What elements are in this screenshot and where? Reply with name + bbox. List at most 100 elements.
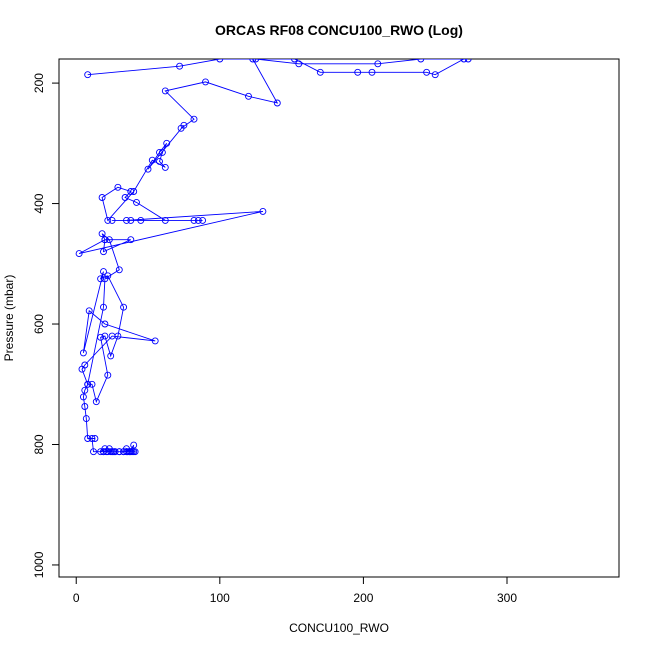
data-point bbox=[75, 250, 83, 258]
data-point bbox=[104, 371, 112, 379]
y-tick-label: 800 bbox=[32, 434, 46, 454]
data-point bbox=[88, 435, 96, 442]
data-point bbox=[100, 303, 107, 311]
data-point bbox=[115, 448, 123, 456]
data-point bbox=[148, 156, 156, 164]
data-point bbox=[431, 71, 439, 79]
data-point bbox=[144, 165, 152, 173]
data-point bbox=[100, 248, 107, 256]
chart-title: ORCAS RF08 CONCU100_RWO (Log) bbox=[215, 22, 463, 38]
data-point bbox=[156, 157, 163, 165]
series-line bbox=[78, 59, 469, 453]
data-point bbox=[202, 78, 209, 86]
data-point bbox=[291, 59, 298, 63]
x-tick-label: 100 bbox=[210, 591, 230, 605]
data-point bbox=[130, 441, 138, 449]
y-tick-label: 600 bbox=[32, 314, 46, 334]
data-point bbox=[316, 68, 324, 76]
data-point bbox=[176, 62, 184, 70]
data-point bbox=[84, 380, 92, 388]
data-point bbox=[259, 207, 267, 215]
data-point bbox=[273, 99, 281, 107]
data-point bbox=[82, 415, 90, 423]
data-point bbox=[121, 194, 129, 201]
data-point bbox=[123, 216, 130, 224]
data-point bbox=[92, 398, 100, 406]
data-point bbox=[423, 68, 431, 76]
data-point bbox=[81, 403, 89, 410]
data-point bbox=[91, 435, 99, 442]
x-axis-label: CONCU100_RWO bbox=[289, 621, 389, 635]
data-point bbox=[105, 236, 113, 244]
data-point bbox=[245, 92, 252, 100]
data-point bbox=[88, 380, 96, 388]
data-point bbox=[127, 188, 135, 195]
data-point bbox=[464, 59, 472, 63]
data-point bbox=[79, 349, 87, 357]
data-point bbox=[190, 216, 198, 224]
data-point bbox=[120, 303, 128, 311]
data-point bbox=[156, 148, 163, 156]
x-tick-label: 200 bbox=[353, 591, 373, 605]
data-point bbox=[417, 59, 425, 63]
data-point bbox=[97, 333, 105, 341]
data-point bbox=[104, 216, 112, 224]
data-point bbox=[111, 448, 119, 456]
data-point bbox=[108, 332, 116, 340]
data-point bbox=[101, 332, 109, 340]
data-point bbox=[114, 183, 122, 191]
data-point bbox=[194, 216, 202, 224]
data-point bbox=[101, 320, 109, 328]
data-point bbox=[100, 448, 107, 456]
x-axis: 0 100 200 300 bbox=[73, 576, 517, 605]
data-point bbox=[368, 68, 376, 76]
data-point bbox=[190, 115, 198, 123]
data-point bbox=[100, 268, 107, 276]
data-point bbox=[137, 216, 145, 224]
data-point bbox=[90, 448, 97, 456]
data-point bbox=[81, 386, 89, 394]
data-point bbox=[101, 236, 109, 244]
x-tick-label: 0 bbox=[73, 591, 80, 605]
data-point bbox=[133, 198, 140, 206]
data-point bbox=[98, 230, 106, 238]
data-point bbox=[120, 448, 128, 456]
data-point bbox=[85, 307, 93, 315]
data-point bbox=[374, 60, 382, 68]
data-point bbox=[158, 148, 166, 156]
data-point bbox=[161, 216, 169, 224]
data-point bbox=[151, 337, 159, 345]
data-point bbox=[130, 188, 138, 195]
x-tick-label: 300 bbox=[497, 591, 517, 605]
y-tick-label: 1000 bbox=[32, 551, 46, 578]
series-layer bbox=[75, 59, 472, 456]
data-point bbox=[177, 124, 185, 132]
data-point bbox=[249, 59, 257, 63]
data-point bbox=[295, 60, 303, 68]
data-point bbox=[84, 435, 92, 442]
data-point bbox=[161, 163, 169, 171]
data-point bbox=[216, 59, 224, 63]
data-point bbox=[127, 216, 135, 224]
data-point bbox=[115, 266, 123, 274]
data-point bbox=[107, 352, 115, 360]
data-point bbox=[252, 59, 260, 63]
y-tick-label: 200 bbox=[32, 73, 46, 93]
y-axis: 200 400 600 800 1000 bbox=[32, 73, 60, 578]
data-point bbox=[79, 393, 87, 401]
data-point bbox=[163, 139, 171, 147]
data-point bbox=[108, 216, 116, 224]
data-point bbox=[101, 275, 109, 283]
data-point bbox=[127, 236, 135, 244]
data-point bbox=[84, 71, 92, 79]
data-point bbox=[354, 68, 362, 76]
data-point bbox=[108, 448, 116, 456]
data-point bbox=[97, 275, 105, 283]
data-point bbox=[460, 59, 468, 63]
y-axis-label: Pressure (mbar) bbox=[2, 275, 16, 362]
data-point bbox=[98, 194, 106, 201]
plot-frame bbox=[58, 58, 620, 578]
data-point bbox=[199, 216, 207, 224]
y-tick-label: 400 bbox=[32, 193, 46, 213]
